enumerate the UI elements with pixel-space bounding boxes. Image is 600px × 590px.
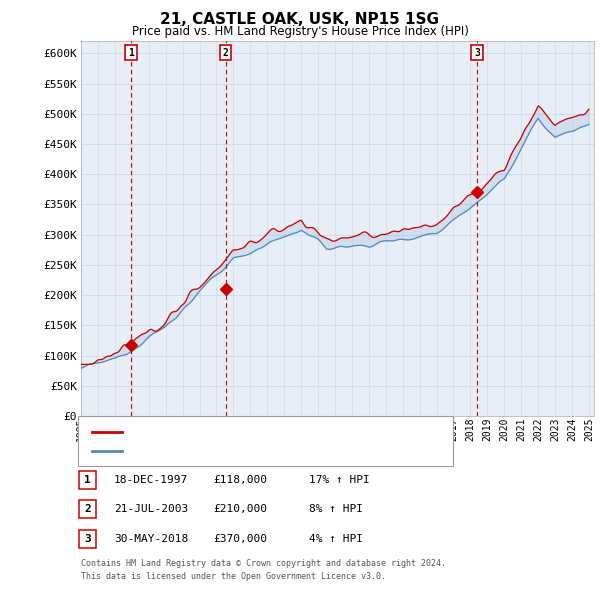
- Text: 2: 2: [84, 504, 91, 514]
- Text: Contains HM Land Registry data © Crown copyright and database right 2024.: Contains HM Land Registry data © Crown c…: [81, 559, 446, 568]
- Text: £118,000: £118,000: [213, 475, 267, 484]
- Text: 21, CASTLE OAK, USK, NP15 1SG (detached house): 21, CASTLE OAK, USK, NP15 1SG (detached …: [126, 427, 413, 437]
- Text: This data is licensed under the Open Government Licence v3.0.: This data is licensed under the Open Gov…: [81, 572, 386, 581]
- Text: Price paid vs. HM Land Registry's House Price Index (HPI): Price paid vs. HM Land Registry's House …: [131, 25, 469, 38]
- Text: £370,000: £370,000: [213, 534, 267, 543]
- Text: 1: 1: [128, 48, 134, 58]
- Text: 3: 3: [475, 48, 480, 58]
- Text: 21-JUL-2003: 21-JUL-2003: [114, 504, 188, 514]
- Text: 4% ↑ HPI: 4% ↑ HPI: [309, 534, 363, 543]
- Text: HPI: Average price, detached house, Monmouthshire: HPI: Average price, detached house, Monm…: [126, 446, 432, 455]
- Text: 3: 3: [84, 534, 91, 543]
- Text: 18-DEC-1997: 18-DEC-1997: [114, 475, 188, 484]
- Text: £210,000: £210,000: [213, 504, 267, 514]
- Text: 8% ↑ HPI: 8% ↑ HPI: [309, 504, 363, 514]
- Text: 30-MAY-2018: 30-MAY-2018: [114, 534, 188, 543]
- Text: 2: 2: [223, 48, 229, 58]
- Text: 21, CASTLE OAK, USK, NP15 1SG: 21, CASTLE OAK, USK, NP15 1SG: [161, 12, 439, 27]
- Text: 17% ↑ HPI: 17% ↑ HPI: [309, 475, 370, 484]
- Text: 1: 1: [84, 475, 91, 484]
